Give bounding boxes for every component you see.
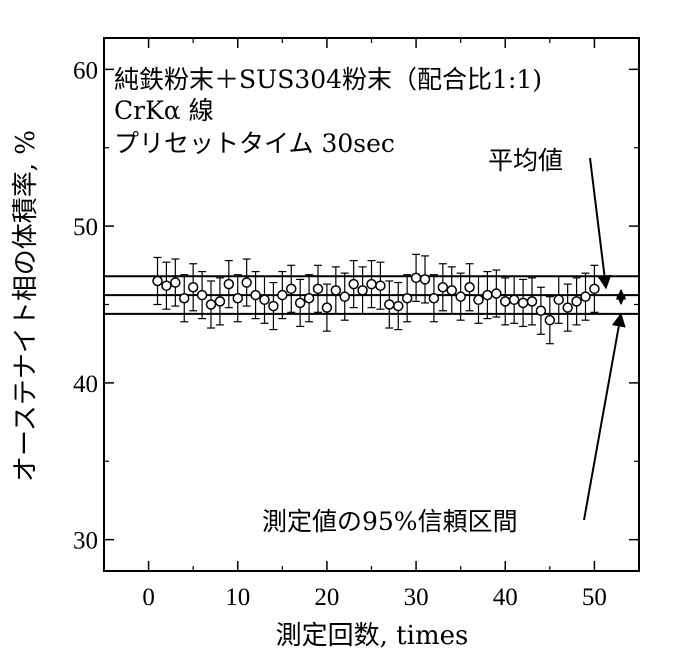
data-point: [152, 275, 163, 287]
data-point: [303, 292, 315, 304]
mean-arrow: [589, 157, 612, 290]
data-point: [589, 283, 600, 295]
data-point: [517, 297, 529, 309]
ci-annotation: 測定値の95%信頼区間: [262, 507, 518, 536]
data-point: [419, 274, 431, 285]
x-tick-label: 50: [582, 584, 607, 611]
data-point: [339, 291, 350, 302]
data-point: [241, 277, 252, 288]
data-point: [321, 302, 333, 313]
data-point: [553, 294, 564, 306]
data-point: [348, 278, 359, 290]
data-point: [196, 289, 208, 301]
data-point: [259, 294, 270, 306]
data-point: [384, 299, 395, 310]
x-tick-label: 40: [493, 584, 518, 611]
data-point: [482, 289, 493, 301]
data-point: [357, 285, 368, 296]
data-point: [312, 283, 324, 295]
y-tick-label: 50: [73, 214, 98, 241]
data-point: [500, 296, 511, 307]
data-point: [508, 294, 520, 306]
data-point: [277, 289, 288, 301]
x-tick-label: 0: [142, 584, 155, 611]
info-line-1: 純鉄粉末＋SUS304粉末（配合比1:1): [114, 65, 542, 94]
data-point: [223, 278, 235, 290]
x-axis-title: 測定回数, times: [276, 621, 469, 651]
mean-annotation: 平均値: [488, 146, 563, 175]
data-point: [491, 288, 502, 299]
ci-arrow: [583, 312, 626, 521]
data-points: [152, 272, 600, 326]
data-point: [330, 285, 342, 296]
y-tick-label: 30: [73, 528, 98, 555]
data-point: [526, 296, 538, 307]
data-point: [375, 280, 386, 291]
axis-ticks: 0 10 20 30 40 50 30 40 50 60: [73, 38, 640, 611]
data-point: [214, 296, 226, 307]
x-tick-label: 20: [314, 584, 339, 611]
data-point: [580, 291, 591, 302]
data-point: [250, 289, 261, 301]
data-point: [535, 305, 547, 317]
data-point: [571, 296, 582, 307]
data-point: [393, 300, 404, 312]
data-point: [428, 292, 440, 304]
info-line-2: CrKα 線: [114, 96, 214, 125]
data-point: [286, 283, 297, 295]
data-point: [473, 294, 484, 306]
data-point: [410, 272, 422, 284]
y-tick-label: 40: [73, 371, 98, 398]
data-point: [294, 297, 306, 309]
data-point: [401, 292, 413, 304]
data-point: [161, 280, 172, 291]
x-tick-label: 30: [404, 584, 429, 611]
data-point: [232, 292, 243, 304]
data-point: [562, 302, 573, 313]
data-point: [437, 282, 449, 293]
data-point: [366, 278, 377, 290]
data-point: [205, 299, 217, 310]
y-tick-label: 60: [73, 57, 98, 84]
data-point: [170, 277, 181, 288]
data-point: [268, 300, 279, 312]
data-point: [544, 314, 556, 326]
x-tick-label: 10: [225, 584, 250, 611]
data-point: [179, 292, 190, 304]
data-point: [455, 291, 466, 302]
y-axis-title: オーステナイト相の体積率, %: [11, 130, 41, 482]
data-point: [446, 285, 457, 296]
info-line-3: プリセットタイム 30sec: [114, 129, 395, 158]
data-point: [187, 282, 199, 293]
data-point: [464, 282, 475, 293]
